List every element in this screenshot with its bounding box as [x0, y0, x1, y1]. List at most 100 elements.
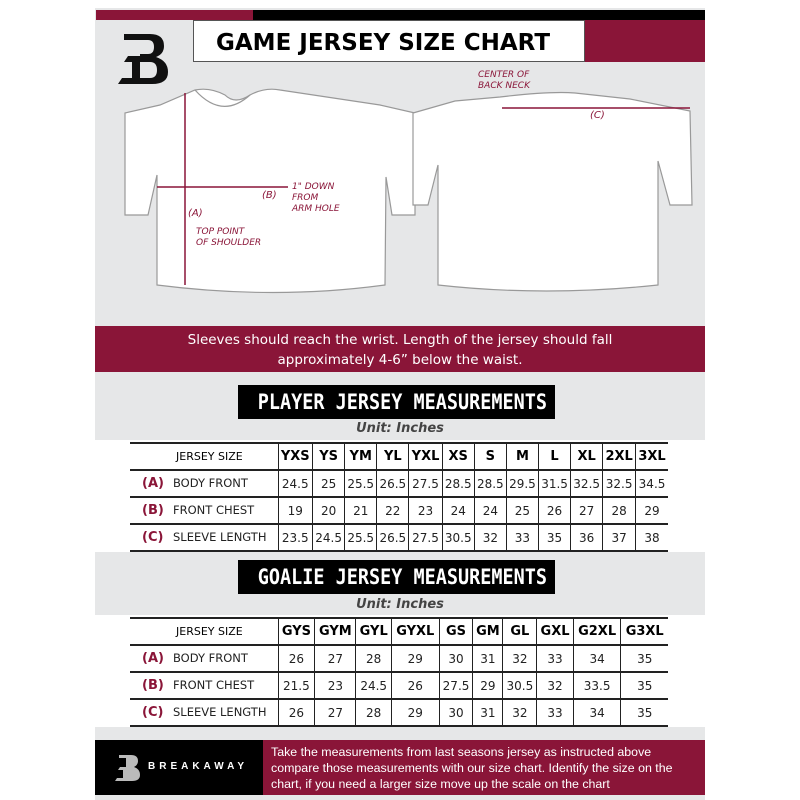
table-cell: 26: [277, 698, 316, 727]
table-cell: 27: [314, 644, 357, 673]
table-cell: 26.5: [376, 469, 410, 498]
size-column-header: YXS: [277, 442, 314, 471]
table-cell: 33: [536, 644, 574, 673]
table-cell: 24.5: [355, 671, 392, 700]
table-row: (B) FRONT CHEST 21.5 23 24.5 26 27.5 29 30.5 32 33…: [130, 671, 668, 700]
table-cell: 30.5: [502, 671, 538, 700]
table-cell: 25.5: [344, 523, 378, 552]
table-cell: 23: [314, 671, 357, 700]
table-cell: 30: [438, 698, 474, 727]
table-cell: 31: [472, 644, 504, 673]
table-cell: 26: [390, 671, 440, 700]
fit-note-line-1: Sleeves should reach the wrist. Length o…: [187, 332, 613, 348]
fit-note-banner: Sleeves should reach the wrist. Length o…: [95, 326, 705, 372]
fit-note-line-2: approximately 4-6” below the waist.: [277, 352, 523, 368]
table-cell: 27.5: [408, 523, 443, 552]
table-cell: 25: [312, 469, 346, 498]
table-cell: 27: [570, 496, 604, 525]
row-name: BODY FRONT: [173, 651, 248, 665]
size-column-header: GM: [472, 617, 504, 646]
table-cell: 27.5: [438, 671, 474, 700]
size-header-row: JERSEY SIZE YXS YS YM YL YXL XS S M L XL 2XL 3XL: [130, 442, 668, 471]
table-cell: 20: [312, 496, 346, 525]
table-cell: 27: [314, 698, 357, 727]
table-cell: 35: [537, 523, 572, 552]
row-label: (C) SLEEVE LENGTH: [130, 698, 279, 727]
size-column-header: L: [537, 442, 572, 471]
table-cell: 19: [277, 496, 314, 525]
row-name: FRONT CHEST: [173, 503, 255, 517]
measurement-lines-front: [157, 93, 288, 285]
table-cell: 32: [536, 671, 574, 700]
label-c-description: CENTER OF BACK NECK: [478, 70, 530, 91]
row-name: FRONT CHEST: [173, 678, 255, 692]
table-cell: 28.5: [473, 469, 507, 498]
size-header-label: JERSEY SIZE: [130, 442, 279, 471]
table-cell: 32: [502, 698, 538, 727]
row-name: BODY FRONT: [173, 476, 248, 490]
table-cell: 28: [355, 644, 392, 673]
table-row: (B) FRONT CHEST 19 20 21 22 23 24 24 25 26 27 28 29: [130, 496, 668, 525]
size-column-header: GL: [502, 617, 538, 646]
footer-logo: [115, 755, 140, 781]
row-letter: (B): [142, 503, 164, 518]
table-cell: 38: [635, 523, 668, 552]
size-header-row: JERSEY SIZE GYS GYM GYL GYXL GS GM GL GXL G2XL G3X…: [130, 617, 668, 646]
table-cell: 23.5: [277, 523, 314, 552]
table-cell: 35: [620, 698, 668, 727]
label-a: (A): [188, 208, 203, 219]
row-name: SLEEVE LENGTH: [173, 530, 267, 544]
row-label: (B) FRONT CHEST: [130, 496, 279, 525]
table-cell: 22: [376, 496, 410, 525]
size-column-header: YL: [376, 442, 410, 471]
row-letter: (A): [142, 476, 164, 491]
row-label: (B) FRONT CHEST: [130, 671, 279, 700]
table-cell: 32: [502, 644, 538, 673]
table-cell: 34: [572, 698, 622, 727]
goalie-section-title-text: GOALIE JERSEY MEASUREMENTS: [257, 565, 548, 589]
table-cell: 21.5: [277, 671, 316, 700]
table-cell: 29: [635, 496, 668, 525]
breakaway-logo: [118, 34, 168, 84]
label-c: (C): [590, 110, 605, 121]
table-cell: 26.5: [376, 523, 410, 552]
table-row: (C) SLEEVE LENGTH 23.5 24.5 25.5 26.5 27.5 30.5…: [130, 523, 668, 552]
table-cell: 27.5: [408, 469, 443, 498]
top-accent-bar: [96, 10, 253, 20]
row-letter: (B): [142, 678, 164, 693]
player-section-title: PLAYER JERSEY MEASUREMENTS: [238, 385, 555, 419]
table-cell: 37: [602, 523, 637, 552]
table-cell: 26: [277, 644, 316, 673]
size-column-header: GYM: [314, 617, 357, 646]
table-cell: 28.5: [441, 469, 475, 498]
goalie-size-table: JERSEY SIZE GYS GYM GYL GYXL GS GM GL GXL G2XL G3X…: [130, 617, 668, 727]
size-column-header: GS: [438, 617, 474, 646]
size-column-header: XS: [441, 442, 475, 471]
front-jersey: [124, 88, 416, 294]
table-cell: 31: [472, 698, 504, 727]
row-letter: (A): [142, 651, 164, 666]
size-column-header: 2XL: [602, 442, 637, 471]
footer-brand-name: BREAKAWAY: [148, 761, 249, 772]
size-column-header: GXL: [536, 617, 574, 646]
title-accent-block: [585, 20, 705, 62]
table-cell: 24.5: [277, 469, 314, 498]
table-row: (C) SLEEVE LENGTH 26 27 28 29 30 31 32 33 34 35: [130, 698, 668, 727]
player-section-title-text: PLAYER JERSEY MEASUREMENTS: [257, 390, 548, 414]
table-cell: 35: [620, 644, 668, 673]
table-cell: 31.5: [537, 469, 572, 498]
row-label: (A) BODY FRONT: [130, 644, 279, 673]
table-cell: 29: [472, 671, 504, 700]
label-a-description: TOP POINT OF SHOULDER: [196, 227, 262, 248]
table-cell: 29.5: [505, 469, 540, 498]
player-unit: Unit: Inches: [356, 421, 444, 436]
goalie-section-title: GOALIE JERSEY MEASUREMENTS: [238, 560, 555, 594]
table-cell: 24.5: [312, 523, 346, 552]
table-cell: 30: [438, 644, 474, 673]
table-cell: 28: [602, 496, 637, 525]
table-cell: 32.5: [602, 469, 637, 498]
table-cell: 26: [537, 496, 572, 525]
size-column-header: GYS: [277, 617, 316, 646]
table-cell: 35: [620, 671, 668, 700]
table-cell: 33: [536, 698, 574, 727]
